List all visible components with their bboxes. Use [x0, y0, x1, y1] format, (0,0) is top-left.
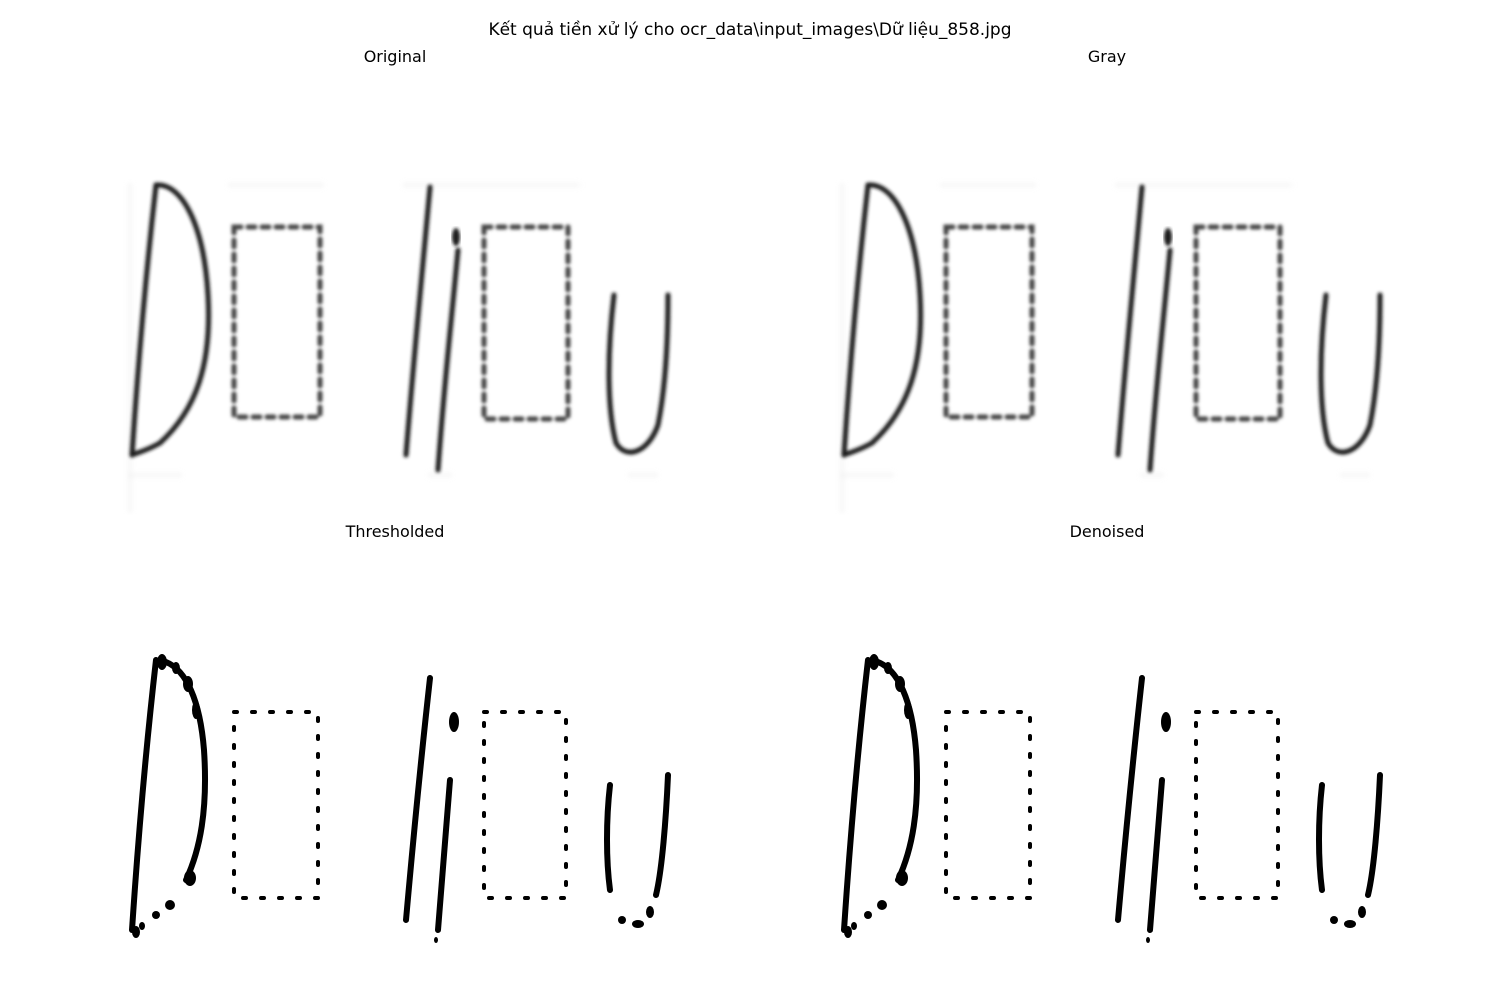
figure-title: Kết quả tiền xử lý cho ocr_data\input_im… — [488, 20, 1012, 40]
panel-original: Original — [100, 47, 690, 517]
panel-title: Original — [363, 47, 427, 66]
panel-thresholded: Thresholded — [100, 522, 690, 992]
panel-title: Thresholded — [345, 522, 445, 541]
original-image — [128, 182, 671, 515]
denoised-image — [841, 654, 1383, 943]
panel-gray: Gray — [812, 47, 1402, 517]
panel-denoised: Denoised — [812, 522, 1402, 992]
thresholded-image — [129, 654, 671, 943]
panel-title: Gray — [1087, 47, 1127, 66]
panel-title: Denoised — [1069, 522, 1145, 541]
gray-image — [840, 182, 1383, 515]
